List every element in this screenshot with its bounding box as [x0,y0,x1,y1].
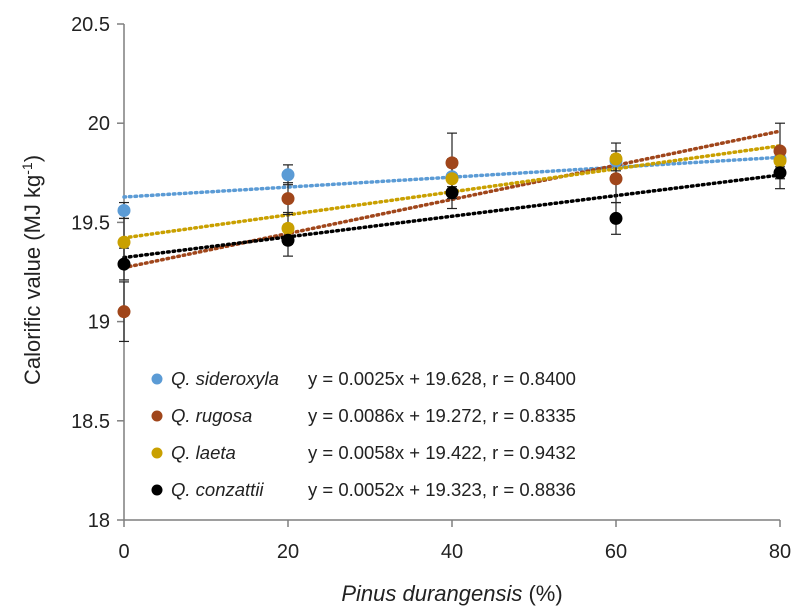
legend-equation: y = 0.0086x + 19.272, r = 0.8335 [308,405,576,426]
x-tick-label: 80 [769,541,791,563]
data-point [609,172,623,186]
data-point [445,156,459,170]
legend-equation: y = 0.0058x + 19.422, r = 0.9432 [308,442,576,463]
y-tick-label: 20.5 [71,14,110,36]
data-points [117,144,787,319]
legend-marker [151,373,163,385]
legend-marker [151,484,163,496]
x-axis-title: Pinus durangensis (%) [341,581,562,606]
x-tick-label: 40 [441,541,463,563]
data-point [773,144,787,158]
legend-equation: y = 0.0025x + 19.628, r = 0.8400 [308,368,576,389]
trendline [122,173,782,260]
data-point [117,257,131,271]
x-tick-label: 60 [605,541,627,563]
y-axis-title: Calorific value (MJ kg-1) [19,155,45,385]
legend-series-name: Q. rugosa [171,405,252,426]
legend-series-name: Q. laeta [171,442,236,463]
data-point [445,186,459,200]
data-point [445,172,459,186]
y-tick-label: 18.5 [71,411,110,433]
data-point [117,235,131,249]
y-axis-title-superscript: -1 [19,162,35,175]
data-point [281,168,295,182]
legend-equation: y = 0.0052x + 19.323, r = 0.8836 [308,479,576,500]
y-tick-label: 19 [88,312,110,334]
data-point [117,305,131,319]
data-point [281,192,295,206]
legend-marker [151,447,163,459]
legend-series-name: Q. conzattii [171,479,264,500]
data-point [117,203,131,217]
data-point [281,221,295,235]
y-axis-title-close: ) [20,155,45,162]
legend-series-name: Q. sideroxyla [171,368,279,389]
legend: Q. sideroxyla y = 0.0025x + 19.628, r = 0… [151,368,576,500]
y-tick-label: 20 [88,113,110,135]
data-point [609,211,623,225]
x-axis-title-unit: (%) [522,581,562,606]
y-tick-label: 19.5 [71,212,110,234]
y-axis-title-main: Calorific value (MJ kg [20,175,45,385]
y-tick-label: 18 [88,510,110,532]
x-tick-label: 20 [277,541,299,563]
data-point [773,154,787,168]
error-bars [119,122,785,343]
data-point [281,233,295,247]
data-point [609,152,623,166]
axes: 18 18.5 19 19.5 20 20.5 0 20 40 60 80 [71,14,791,563]
x-tick-label: 0 [118,541,129,563]
x-axis-title-italic: Pinus durangensis [341,581,522,606]
data-point [773,166,787,180]
legend-marker [151,410,163,422]
